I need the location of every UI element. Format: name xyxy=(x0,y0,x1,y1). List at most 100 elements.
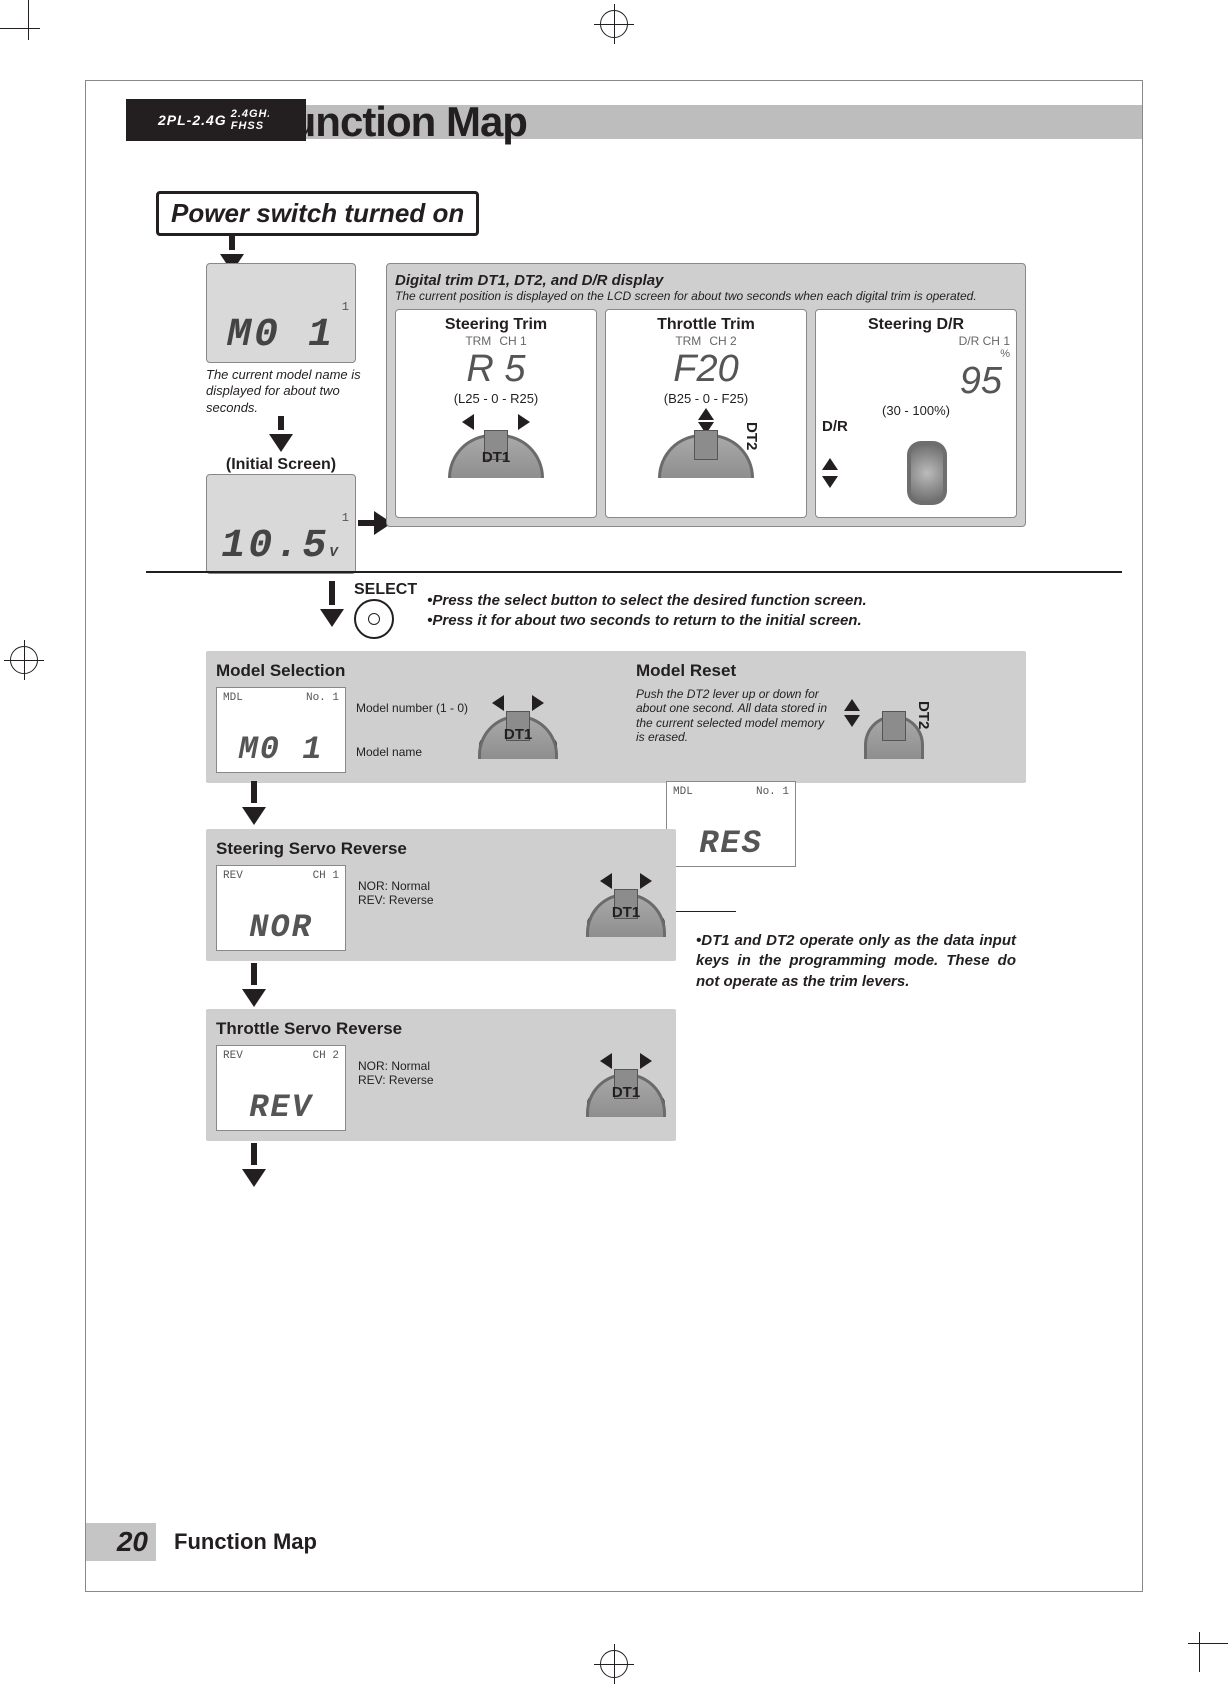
arrow-down-5 xyxy=(242,989,266,1007)
tt-ch-lbl: CH xyxy=(709,334,726,348)
model-reset-title: Model Reset xyxy=(636,661,1016,681)
startup-note: The current model name is displayed for … xyxy=(206,367,376,416)
initial-lcd: 1 10.5V xyxy=(206,474,356,574)
steering-trim-box: Steering Trim TRM CH 1 R 5 (L25 - 0 - R2… xyxy=(395,309,597,518)
page-title: Function Map xyxy=(266,98,527,146)
dr-pct: % xyxy=(822,348,1010,360)
steering-trim-title: Steering Trim xyxy=(402,316,590,334)
model-selection-lcd: MDL No. 1 M0 1 xyxy=(216,687,346,773)
power-switch-label: Power switch turned on xyxy=(171,198,464,228)
steering-dr-title: Steering D/R xyxy=(822,316,1010,334)
arrow-down-3 xyxy=(320,609,344,627)
dr-knob-label: D/R xyxy=(822,418,1010,435)
dr-ch: 1 xyxy=(1003,334,1010,348)
crop-tl-v xyxy=(28,0,29,40)
st-trm: TRM xyxy=(465,334,491,348)
sr-ch: 1 xyxy=(332,870,339,882)
page-frame: 2PL-2.4G 2.4GHz FHSS Function Map Power … xyxy=(85,80,1143,1592)
dr-slider[interactable] xyxy=(907,441,947,505)
mr-dt2-knob[interactable]: DT2 xyxy=(864,693,924,739)
ms-note1: Model number (1 - 0) xyxy=(356,701,468,715)
crop-br xyxy=(1188,1643,1228,1644)
mr-val: RES xyxy=(673,825,789,862)
steering-dr-box: Steering D/R D/R CH 1 % 95 (30 - 100%) D… xyxy=(815,309,1017,518)
throttle-trim-box: Throttle Trim TRM CH 2 F20 (B25 - 0 - F2… xyxy=(605,309,807,518)
badge-sub2: FHSS xyxy=(231,120,264,132)
initial-unit: V xyxy=(329,545,340,561)
title-bar: Function Map xyxy=(306,105,1142,139)
ms-dt1-knob[interactable]: DT1 xyxy=(478,693,558,739)
divider-line xyxy=(146,571,1122,573)
crop-tl xyxy=(0,28,40,29)
startup-ch: 1 xyxy=(342,300,349,316)
tt-range: (B25 - 0 - F25) xyxy=(612,391,800,406)
st-ch: 1 xyxy=(520,334,527,348)
mr-r: No. xyxy=(756,786,776,798)
tr-r: CH xyxy=(313,1050,326,1062)
dt1-knob[interactable]: DT1 xyxy=(448,412,544,462)
sr-dt1-knob[interactable]: DT1 xyxy=(586,871,666,917)
startup-lcd: 1 M0 1 xyxy=(206,263,356,363)
mr-ch: 1 xyxy=(782,786,789,798)
steering-rev-title: Steering Servo Reverse xyxy=(216,839,666,859)
sr-r: CH xyxy=(313,870,326,882)
select-tip1: •Press the select button to select the d… xyxy=(427,591,867,611)
dt1-label: DT1 xyxy=(448,449,544,466)
initial-screen-label: (Initial Screen) xyxy=(206,456,356,474)
tr-dt1-lbl: DT1 xyxy=(586,1084,666,1101)
tr-dt1-knob[interactable]: DT1 xyxy=(586,1051,666,1097)
initial-ch: 1 xyxy=(342,511,349,527)
footer: 20 Function Map xyxy=(86,1523,1142,1561)
throttle-rev-title: Throttle Servo Reverse xyxy=(216,1019,666,1039)
ms-l: MDL xyxy=(223,692,243,704)
st-value: R 5 xyxy=(402,348,590,391)
trim-header: Digital trim DT1, DT2, and D/R display xyxy=(395,272,1017,289)
st-range: (L25 - 0 - R25) xyxy=(402,391,590,406)
mr-l: MDL xyxy=(673,786,693,798)
ms-dt1-lbl: DT1 xyxy=(478,726,558,743)
select-tip2: •Press it for about two seconds to retur… xyxy=(427,611,867,631)
tr-val: REV xyxy=(223,1089,339,1126)
select-button[interactable] xyxy=(354,599,394,639)
tr-l: REV xyxy=(223,1050,243,1062)
arrow-down-icon-2 xyxy=(269,434,293,452)
power-switch-box: Power switch turned on xyxy=(156,191,479,236)
throttle-trim-title: Throttle Trim xyxy=(612,316,800,334)
dt2-label: DT2 xyxy=(743,422,760,450)
ms-val: M0 1 xyxy=(223,731,339,768)
page-number: 20 xyxy=(86,1523,156,1561)
dr-range: (30 - 100%) xyxy=(822,403,1010,418)
dr-ch-lbl: D/R CH xyxy=(959,334,1000,348)
startup-value: M0 1 xyxy=(227,316,335,356)
sr-dt1-lbl: DT1 xyxy=(586,904,666,921)
model-reset-lcd: MDL No. 1 RES xyxy=(666,781,796,867)
sr-note: NOR: Normal REV: Reverse xyxy=(358,865,434,908)
tr-ch: 2 xyxy=(332,1050,339,1062)
sr-l: REV xyxy=(223,870,243,882)
tt-ch: 2 xyxy=(730,334,737,348)
tt-trm: TRM xyxy=(675,334,701,348)
ms-ch: 1 xyxy=(332,692,339,704)
tr-note: NOR: Normal REV: Reverse xyxy=(358,1045,434,1088)
dt2-knob[interactable]: DT2 xyxy=(658,412,754,462)
steering-rev-lcd: REV CH 1 NOR xyxy=(216,865,346,951)
mr-dt2-lbl: DT2 xyxy=(915,701,932,729)
model-reset-note: Push the DT2 lever up or down for about … xyxy=(636,687,836,745)
trim-subheader: The current position is displayed on the… xyxy=(395,289,1017,303)
sr-val: NOR xyxy=(223,909,339,946)
arrow-down-6 xyxy=(242,1169,266,1187)
footer-label: Function Map xyxy=(174,1529,317,1555)
throttle-rev-panel: Throttle Servo Reverse REV CH 2 REV NOR: … xyxy=(206,1009,676,1141)
model-panel: Model Selection MDL No. 1 M0 1 Model numb… xyxy=(206,651,1026,783)
tt-value: F20 xyxy=(612,348,800,391)
st-ch-lbl: CH xyxy=(499,334,516,348)
throttle-rev-lcd: REV CH 2 REV xyxy=(216,1045,346,1131)
ms-r: No. xyxy=(306,692,326,704)
arrow-down-4 xyxy=(242,807,266,825)
trim-dr-panel: Digital trim DT1, DT2, and D/R display T… xyxy=(386,263,1026,527)
crop-br-v xyxy=(1199,1632,1200,1672)
initial-value: 10.5 xyxy=(221,524,329,569)
model-selection-title: Model Selection xyxy=(216,661,596,681)
ms-note2: Model name xyxy=(356,745,468,759)
side-note: •DT1 and DT2 operate only as the data in… xyxy=(696,931,1016,992)
